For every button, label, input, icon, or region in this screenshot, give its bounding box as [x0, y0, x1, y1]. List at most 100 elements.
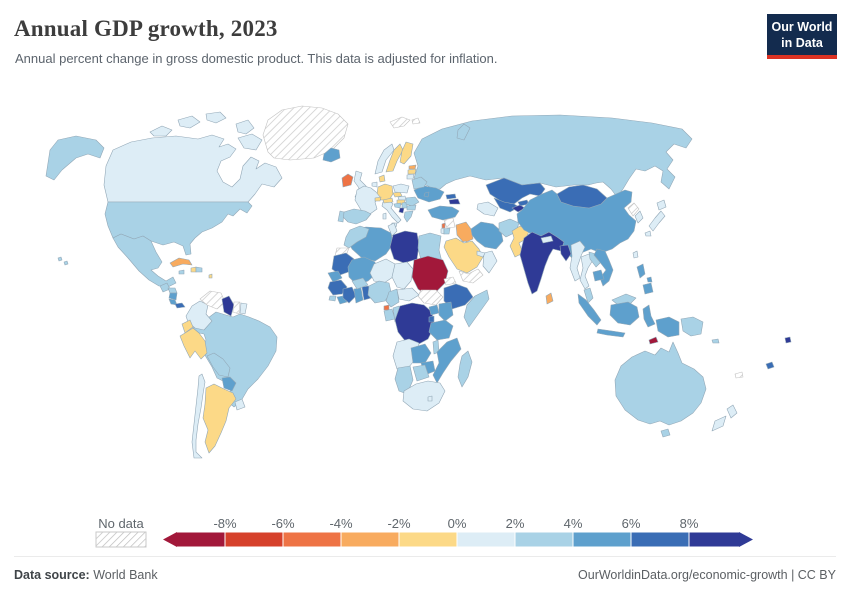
region-jamaica[interactable] — [178, 269, 185, 275]
region-south-sudan[interactable] — [417, 289, 444, 306]
legend-bin--2-0[interactable] — [398, 531, 458, 548]
region-iraq[interactable] — [455, 221, 474, 244]
region-denmark[interactable] — [378, 174, 386, 183]
region-french-guiana[interactable] — [239, 302, 248, 315]
region-sudan[interactable] — [411, 255, 449, 296]
region-hawaii[interactable] — [57, 256, 63, 262]
region-japan-hokkaido[interactable] — [656, 199, 667, 211]
region-greenland[interactable] — [262, 105, 349, 161]
region-indonesia-java[interactable] — [596, 328, 626, 338]
region-nepal[interactable] — [540, 235, 554, 244]
region-romania[interactable] — [405, 196, 420, 207]
region-georgia[interactable] — [445, 193, 457, 200]
region-malaysia[interactable] — [583, 287, 594, 304]
region-sardinia[interactable] — [382, 212, 387, 220]
region-indonesia-sulawesi[interactable] — [642, 304, 656, 328]
license-text[interactable]: OurWorldinData.org/economic-growth | CC … — [578, 568, 836, 582]
region-japan-honshu[interactable] — [648, 210, 666, 232]
region-guinea[interactable] — [327, 279, 348, 296]
region-poland[interactable] — [392, 183, 410, 194]
region-ecuador[interactable] — [181, 319, 194, 334]
region-haiti[interactable] — [190, 266, 197, 273]
region-rwanda-burundi[interactable] — [428, 315, 435, 323]
map-legend[interactable]: No data -8% -6% -4% -2% 0% 2% 4% 6% 8% — [0, 500, 850, 560]
region-canada-baffin[interactable] — [237, 133, 263, 151]
region-tanzania[interactable] — [428, 319, 454, 341]
region-bulgaria[interactable] — [406, 204, 417, 211]
region-dr-congo[interactable] — [394, 302, 435, 346]
region-bangladesh[interactable] — [559, 244, 572, 262]
region-bolivia[interactable] — [206, 352, 231, 378]
region-novaya-zemlya[interactable] — [456, 123, 471, 141]
region-burkina-faso[interactable] — [351, 277, 369, 290]
region-philippines-mindanao[interactable] — [642, 282, 654, 295]
region-svalbard[interactable] — [389, 116, 411, 129]
region-mongolia[interactable] — [556, 184, 608, 209]
region-slovakia[interactable] — [397, 195, 407, 201]
world-map[interactable] — [0, 90, 850, 510]
region-alaska[interactable] — [45, 135, 105, 181]
region-philippines-visayas[interactable] — [646, 276, 653, 283]
region-indonesia-sumatra[interactable] — [577, 293, 602, 326]
region-sweden[interactable] — [385, 143, 404, 173]
region-sierra-leone[interactable] — [328, 295, 337, 302]
region-cameroon[interactable] — [385, 288, 400, 308]
region-senegal[interactable] — [327, 270, 343, 283]
region-indonesia-kalimantan[interactable] — [609, 301, 640, 326]
region-botswana[interactable] — [412, 364, 430, 382]
region-mexico[interactable] — [112, 233, 177, 288]
region-iran[interactable] — [470, 221, 504, 250]
region-liberia[interactable] — [336, 295, 348, 305]
region-ireland[interactable] — [341, 173, 354, 188]
region-greece[interactable] — [403, 210, 414, 223]
region-new-zealand-north[interactable] — [726, 404, 738, 419]
region-france[interactable] — [354, 185, 381, 215]
region-sri-lanka[interactable] — [545, 292, 554, 305]
region-chile[interactable] — [191, 373, 206, 459]
region-north-korea[interactable] — [627, 202, 640, 217]
region-honduras[interactable] — [167, 287, 178, 294]
region-lesser-antilles[interactable] — [208, 273, 213, 279]
region-turkmenistan[interactable] — [476, 201, 499, 217]
legend-bin-2-4[interactable] — [514, 531, 574, 548]
region-estonia[interactable] — [408, 164, 417, 170]
region-uruguay[interactable] — [234, 398, 246, 411]
region-jordan[interactable] — [443, 227, 451, 235]
region-myanmar[interactable] — [569, 240, 586, 282]
legend-bin-0-2[interactable] — [456, 531, 516, 548]
region-australia[interactable] — [614, 341, 707, 426]
region-new-zealand-south[interactable] — [711, 415, 727, 432]
region-canada-islands[interactable] — [205, 111, 227, 124]
region-mozambique[interactable] — [432, 337, 462, 384]
legend-bin-4-6[interactable] — [572, 531, 632, 548]
region-austria[interactable] — [382, 197, 394, 204]
region-israel[interactable] — [440, 227, 445, 235]
region-tonga[interactable] — [784, 336, 792, 344]
region-nicaragua[interactable] — [168, 292, 178, 301]
region-peru[interactable] — [179, 327, 208, 360]
region-morocco[interactable] — [343, 225, 370, 249]
region-zambia[interactable] — [410, 343, 432, 364]
region-india[interactable] — [519, 231, 565, 295]
region-equatorial-guinea[interactable] — [383, 304, 390, 311]
region-niger[interactable] — [369, 258, 396, 284]
region-tunisia[interactable] — [387, 222, 398, 237]
region-montenegro[interactable] — [398, 207, 405, 214]
region-south-korea[interactable] — [634, 210, 644, 224]
region-russia[interactable] — [413, 114, 693, 198]
legend-bin--8--6[interactable] — [224, 531, 284, 548]
region-madagascar[interactable] — [457, 350, 473, 388]
region-armenia[interactable] — [448, 198, 461, 205]
region-kenya[interactable] — [438, 301, 454, 322]
region-moldova[interactable] — [423, 191, 430, 198]
region-panama[interactable] — [174, 302, 186, 309]
region-spain[interactable] — [342, 208, 372, 225]
region-paraguay[interactable] — [221, 376, 237, 392]
region-canada-islands[interactable] — [235, 119, 255, 135]
region-canada-islands[interactable] — [149, 125, 173, 137]
region-canada-islands[interactable] — [177, 115, 201, 129]
region-tasmania[interactable] — [660, 428, 671, 438]
region-belarus[interactable] — [411, 176, 428, 190]
legend-bin-lt-8[interactable] — [175, 531, 226, 548]
region-dominican-republic[interactable] — [195, 266, 203, 273]
